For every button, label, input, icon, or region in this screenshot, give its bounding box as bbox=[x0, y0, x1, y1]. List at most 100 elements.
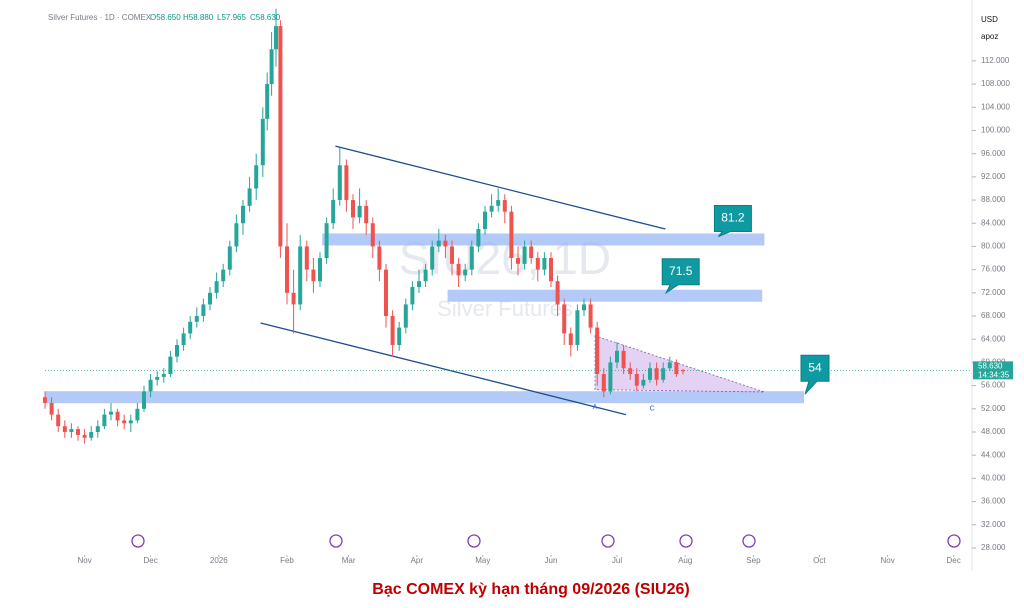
candle-body bbox=[390, 316, 395, 346]
candle-body bbox=[483, 211, 487, 230]
candle-body bbox=[509, 211, 514, 259]
candle-body bbox=[227, 246, 232, 270]
candle-body bbox=[436, 240, 441, 247]
x-tick-label: Dec bbox=[946, 556, 960, 565]
candle-body bbox=[181, 333, 186, 346]
zone bbox=[447, 289, 763, 302]
candle-body bbox=[661, 368, 666, 380]
ohlc: H58.880 bbox=[183, 13, 214, 22]
candle-body bbox=[318, 258, 322, 282]
candle-body bbox=[621, 350, 626, 369]
x-tick-label: Jul bbox=[612, 556, 622, 565]
candle-body bbox=[265, 84, 270, 119]
candle-body bbox=[562, 304, 567, 334]
ohlc: O58.650 bbox=[150, 13, 181, 22]
candle-body bbox=[463, 269, 468, 276]
candle-body bbox=[516, 258, 520, 264]
y-tick-label: 52.000 bbox=[981, 404, 1006, 413]
candle-body bbox=[384, 269, 388, 317]
caption: Bạc COMEX kỳ hạn tháng 09/2026 (SIU26) bbox=[372, 581, 689, 598]
candle-body bbox=[109, 411, 113, 415]
candle-body bbox=[135, 408, 140, 421]
candle-body bbox=[214, 281, 219, 293]
candle-body bbox=[221, 269, 226, 282]
candle-body bbox=[269, 49, 274, 85]
candle-body bbox=[588, 304, 593, 328]
candle-body bbox=[430, 246, 435, 270]
candle-body bbox=[142, 391, 146, 409]
candle-body bbox=[641, 379, 646, 386]
y-tick-label: 84.000 bbox=[981, 218, 1006, 227]
candle-body bbox=[549, 258, 553, 282]
y-tick-label: 36.000 bbox=[981, 497, 1006, 506]
candle-body bbox=[529, 246, 534, 259]
x-tick-label: May bbox=[475, 556, 490, 565]
candle-body bbox=[331, 200, 336, 224]
y-tick-label: 76.000 bbox=[981, 265, 1006, 274]
candle-body bbox=[502, 200, 507, 212]
candle-body bbox=[634, 374, 639, 386]
x-tick-label: Sep bbox=[746, 556, 761, 565]
callout-label: 81.2 bbox=[721, 211, 745, 225]
candle-body bbox=[311, 269, 316, 282]
trendline bbox=[260, 322, 626, 416]
candle-body bbox=[194, 316, 199, 322]
x-tick-label: Jun bbox=[545, 556, 558, 565]
callout-label: 71.5 bbox=[669, 264, 693, 278]
currency: USD bbox=[981, 15, 998, 24]
y-tick-label: 92.000 bbox=[981, 172, 1006, 181]
candle-body bbox=[260, 118, 265, 166]
candle-body bbox=[417, 281, 421, 288]
candle-body bbox=[122, 420, 127, 424]
candle-body bbox=[615, 350, 619, 363]
y-tick-label: 68.000 bbox=[981, 311, 1006, 320]
y-tick-label: 100.000 bbox=[981, 126, 1010, 135]
y-tick-label: 48.000 bbox=[981, 427, 1006, 436]
candle-body bbox=[681, 370, 685, 372]
x-tick-label: Apr bbox=[411, 556, 424, 565]
candle-body bbox=[56, 414, 61, 427]
x-tick-label: Dec bbox=[143, 556, 157, 565]
zone bbox=[45, 391, 804, 404]
candle-body bbox=[82, 434, 87, 438]
candle-body bbox=[234, 223, 239, 247]
candle-body bbox=[496, 200, 501, 206]
callout bbox=[661, 258, 700, 295]
x-tick-label: Nov bbox=[77, 556, 91, 565]
candle-body bbox=[628, 368, 633, 375]
candle-body bbox=[370, 223, 375, 247]
candle-body bbox=[344, 165, 349, 201]
callout-label: 54 bbox=[808, 360, 822, 374]
axis-note: apoz bbox=[981, 32, 998, 41]
y-tick-label: 32.000 bbox=[981, 520, 1006, 529]
candle-body bbox=[443, 240, 448, 247]
candle-body bbox=[69, 429, 74, 432]
candle-body bbox=[155, 376, 160, 380]
candle-body bbox=[102, 414, 107, 427]
x-tick-label: Aug bbox=[678, 556, 692, 565]
callout bbox=[713, 204, 752, 237]
candle-body bbox=[410, 287, 415, 305]
candle-body bbox=[304, 246, 309, 270]
y-tick-label: 108.000 bbox=[981, 79, 1010, 88]
event-icons bbox=[131, 534, 961, 548]
candle-body bbox=[161, 374, 166, 377]
plot: A C 81.2 71.5 54 bbox=[43, 8, 976, 557]
last-price-time: 14:34:35 bbox=[978, 370, 1010, 379]
candle-body bbox=[274, 26, 278, 50]
candle-body bbox=[241, 205, 245, 224]
candle-body bbox=[43, 397, 47, 404]
y-tick-label: 96.000 bbox=[981, 149, 1006, 158]
y-tick-label: 112.000 bbox=[981, 56, 1010, 65]
candle-body bbox=[377, 246, 382, 270]
candle-body bbox=[95, 426, 100, 432]
candle-body bbox=[456, 263, 461, 276]
point-label: A bbox=[593, 404, 598, 411]
candle-body bbox=[595, 327, 600, 375]
candle-body bbox=[208, 292, 212, 305]
candle-body bbox=[364, 205, 369, 224]
candle-body bbox=[291, 292, 296, 305]
candle-body bbox=[654, 368, 659, 380]
